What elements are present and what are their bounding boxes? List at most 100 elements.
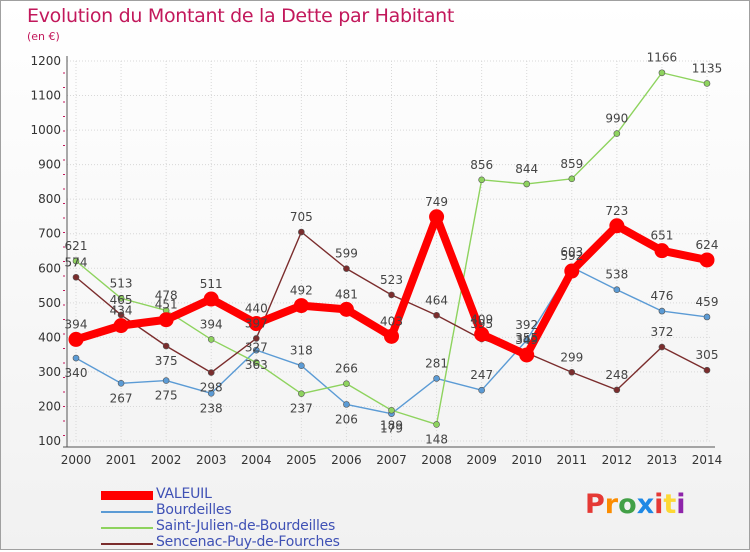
data-point: [613, 286, 621, 293]
legend-swatch: [101, 543, 153, 545]
data-label: 237: [290, 402, 313, 416]
x-tick-label: 2005: [286, 453, 317, 467]
data-point: [162, 342, 170, 350]
data-label: 355: [515, 331, 538, 345]
data-point: [523, 336, 531, 344]
data-point: [564, 263, 580, 279]
data-label: 603: [560, 245, 583, 259]
data-point: [68, 331, 84, 347]
y-tick-label: 1200: [30, 54, 61, 68]
data-point: [162, 377, 170, 384]
data-point: [433, 375, 440, 382]
legend-label: VALEUIL: [156, 486, 212, 502]
data-point: [433, 311, 440, 319]
data-point: [429, 209, 445, 225]
data-label: 513: [110, 276, 133, 290]
data-label: 592: [560, 249, 583, 263]
data-label: 247: [470, 368, 493, 382]
data-point: [568, 175, 576, 183]
data-label: 299: [560, 350, 583, 364]
data-label: 465: [110, 293, 133, 307]
data-label: 148: [425, 432, 448, 446]
x-tick-label: 2001: [106, 453, 137, 467]
data-point: [298, 228, 305, 236]
data-point: [72, 257, 80, 265]
data-point: [343, 380, 350, 387]
data-label: 1135: [692, 61, 723, 75]
data-label: 298: [200, 381, 223, 395]
data-label: 349: [515, 333, 538, 347]
data-label: 451: [155, 298, 178, 312]
data-label: 574: [65, 255, 88, 269]
data-label: 459: [696, 295, 719, 309]
data-point: [252, 359, 260, 366]
logo-letter: r: [604, 489, 619, 520]
data-label: 305: [696, 348, 719, 362]
data-label: 248: [605, 368, 628, 382]
data-label: 523: [380, 273, 403, 287]
y-tick-label: 900: [38, 158, 61, 172]
data-label: 281: [425, 356, 448, 370]
data-label: 624: [696, 238, 719, 252]
data-label: 538: [605, 268, 628, 282]
data-label: 859: [560, 157, 583, 171]
x-tick-label: 2011: [557, 453, 588, 467]
y-tick-label: 100: [38, 434, 61, 448]
series-lines: [68, 69, 715, 428]
data-label: 394: [200, 317, 223, 331]
data-point: [613, 130, 621, 137]
data-point: [433, 421, 440, 428]
data-label: 206: [335, 412, 358, 426]
data-label: 844: [515, 162, 538, 176]
data-point: [207, 369, 215, 376]
data-point: [519, 347, 535, 363]
data-label: 705: [290, 210, 313, 224]
data-label: 990: [605, 112, 628, 126]
proxiti-logo: Proxiti: [585, 489, 686, 520]
data-point: [293, 298, 309, 314]
data-point: [248, 316, 264, 332]
data-point: [384, 328, 399, 344]
data-label: 478: [155, 288, 178, 302]
data-point: [252, 335, 260, 342]
data-label: 318: [290, 344, 313, 358]
data-label: 403: [380, 314, 403, 328]
y-tick-label: 1000: [30, 123, 61, 137]
data-point: [252, 346, 260, 354]
y-tick-label: 200: [38, 399, 61, 413]
data-point: [478, 176, 485, 184]
data-point: [158, 312, 174, 328]
y-tick-label: 1100: [30, 89, 61, 103]
data-point: [568, 368, 576, 376]
x-tick-label: 2004: [241, 453, 272, 467]
data-point: [117, 311, 125, 319]
data-point: [207, 336, 215, 343]
data-label: 189: [380, 418, 403, 432]
x-tick-label: 2000: [61, 453, 92, 467]
data-label: 395: [470, 317, 493, 331]
y-tick-label: 300: [38, 365, 61, 379]
x-tick-label: 2012: [602, 453, 633, 467]
data-label: 481: [335, 287, 358, 301]
y-tick-label: 800: [38, 192, 61, 206]
logo-letter: i: [676, 489, 686, 520]
data-point: [658, 69, 666, 77]
data-labels: 394 434 451 511 440 492 481 403 749 409 349 592 723 6…: [65, 51, 723, 447]
x-tick-label: 2014: [692, 453, 723, 467]
legend-swatch: [101, 491, 153, 500]
data-label: 599: [335, 247, 358, 261]
data-point: [699, 252, 715, 268]
x-tick-label: 2010: [511, 453, 542, 467]
chart-unit: (en €): [27, 30, 60, 43]
data-label: 340: [65, 366, 88, 380]
data-label: 363: [245, 358, 268, 372]
data-label: 511: [200, 277, 223, 291]
data-point: [117, 295, 125, 302]
data-point: [343, 401, 350, 408]
data-label: 327: [245, 341, 268, 355]
x-tick-label: 2006: [331, 453, 362, 467]
data-point: [207, 390, 215, 397]
legend-label: Bourdeilles: [156, 502, 232, 518]
logo-letter: i: [654, 489, 664, 520]
